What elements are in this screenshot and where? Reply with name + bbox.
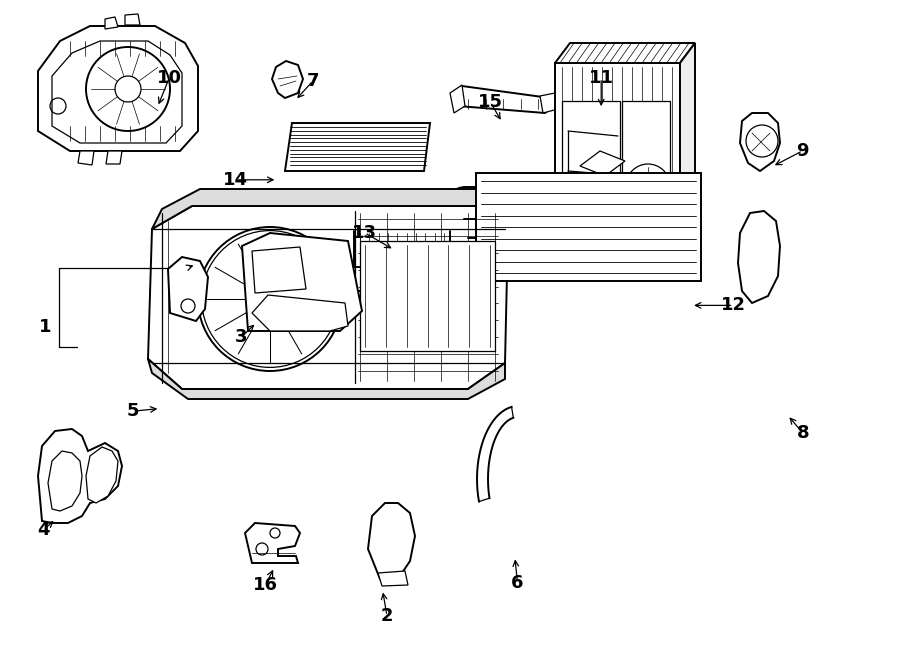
Polygon shape bbox=[476, 173, 701, 281]
Polygon shape bbox=[555, 43, 695, 63]
Polygon shape bbox=[622, 101, 670, 229]
Text: 10: 10 bbox=[157, 69, 182, 87]
Polygon shape bbox=[450, 85, 465, 113]
Text: 9: 9 bbox=[796, 141, 809, 160]
Polygon shape bbox=[38, 26, 198, 151]
Polygon shape bbox=[52, 41, 182, 143]
Polygon shape bbox=[252, 247, 306, 293]
Polygon shape bbox=[86, 447, 118, 503]
Polygon shape bbox=[106, 151, 122, 164]
Polygon shape bbox=[125, 14, 140, 25]
Polygon shape bbox=[252, 295, 348, 331]
Polygon shape bbox=[740, 113, 780, 171]
Text: 16: 16 bbox=[253, 576, 278, 594]
Polygon shape bbox=[738, 211, 780, 303]
Polygon shape bbox=[360, 241, 495, 351]
Polygon shape bbox=[148, 359, 505, 399]
Polygon shape bbox=[368, 503, 415, 579]
Polygon shape bbox=[555, 63, 680, 239]
Polygon shape bbox=[245, 523, 300, 563]
Text: 2: 2 bbox=[381, 607, 393, 625]
Polygon shape bbox=[152, 189, 508, 229]
Text: 4: 4 bbox=[37, 521, 50, 539]
Polygon shape bbox=[580, 151, 625, 176]
Polygon shape bbox=[148, 206, 508, 389]
Polygon shape bbox=[454, 86, 553, 113]
Text: 7: 7 bbox=[307, 71, 320, 90]
Polygon shape bbox=[168, 257, 208, 321]
Text: 12: 12 bbox=[721, 296, 746, 315]
Polygon shape bbox=[378, 571, 408, 586]
Polygon shape bbox=[562, 101, 620, 229]
Text: 11: 11 bbox=[589, 69, 614, 87]
Polygon shape bbox=[344, 267, 460, 291]
Polygon shape bbox=[272, 61, 303, 98]
Polygon shape bbox=[105, 17, 118, 29]
Text: 15: 15 bbox=[478, 93, 503, 112]
Text: 8: 8 bbox=[796, 424, 809, 442]
Text: 5: 5 bbox=[127, 402, 140, 420]
Text: 13: 13 bbox=[352, 223, 377, 242]
Polygon shape bbox=[78, 151, 94, 165]
Text: 6: 6 bbox=[511, 574, 524, 592]
Polygon shape bbox=[242, 233, 362, 331]
Polygon shape bbox=[680, 43, 695, 239]
Text: 1: 1 bbox=[39, 318, 51, 336]
Text: 14: 14 bbox=[223, 171, 248, 189]
Polygon shape bbox=[540, 93, 558, 113]
Polygon shape bbox=[285, 123, 430, 171]
Text: 3: 3 bbox=[235, 328, 248, 346]
Polygon shape bbox=[38, 429, 122, 523]
Polygon shape bbox=[48, 451, 82, 511]
